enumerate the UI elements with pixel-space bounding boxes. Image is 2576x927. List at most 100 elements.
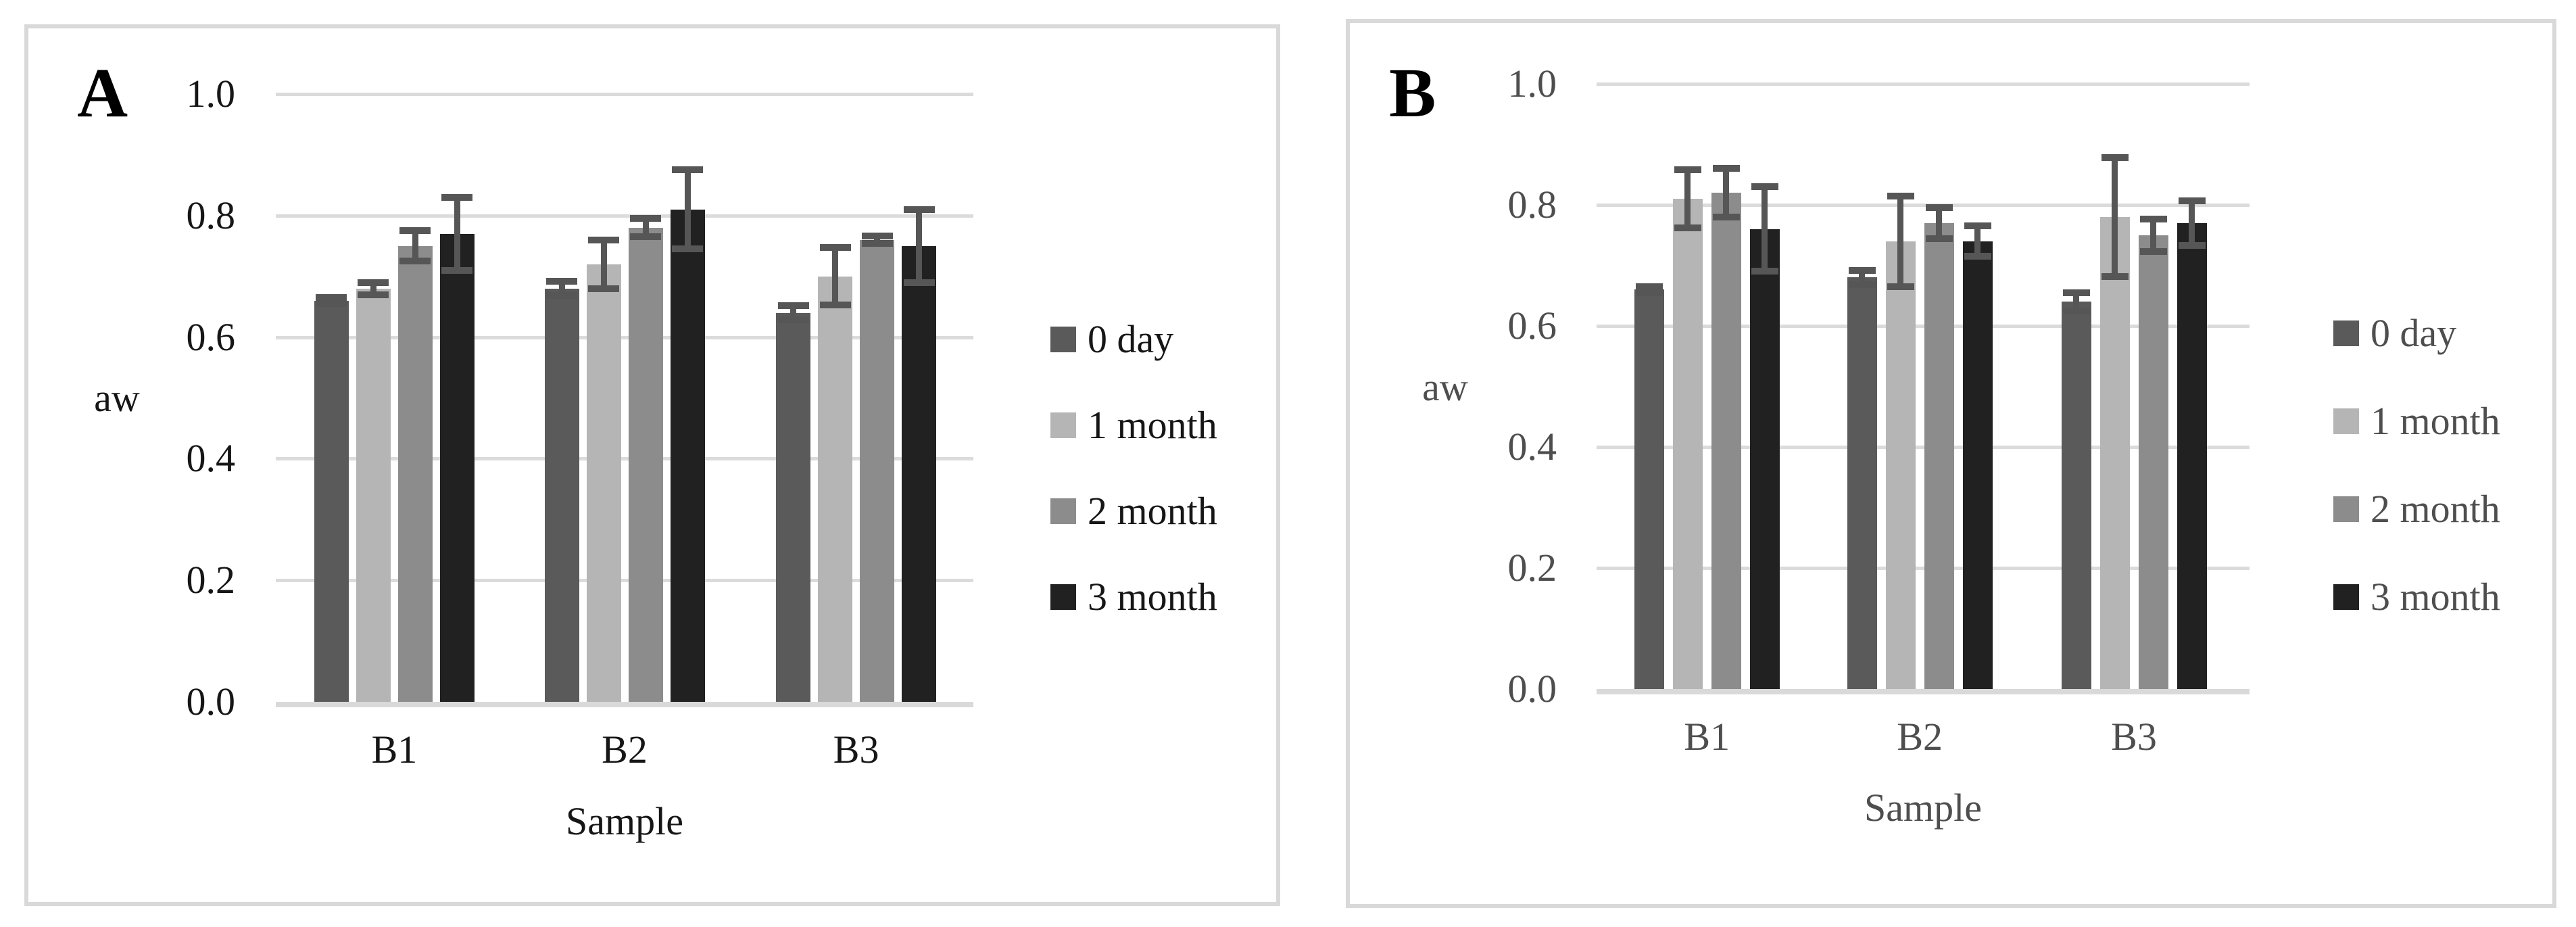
error-bar-cap <box>399 227 431 235</box>
error-bar-cap <box>316 294 347 302</box>
gridline <box>1597 204 2250 207</box>
bar-2-month-b3 <box>2138 235 2168 689</box>
legend-entry: 0 day <box>1050 318 1173 360</box>
y-tick-label: 0.4 <box>1507 425 1557 469</box>
error-bar-cap <box>903 206 935 213</box>
error-bar-cap <box>1887 192 1914 199</box>
bar-3-month-b1 <box>439 233 475 702</box>
legend-entry: 1 month <box>2333 400 2500 442</box>
error-bar-cap <box>2101 154 2129 162</box>
x-axis-title: Sample <box>1864 786 1982 830</box>
panel-a: A aw 1.0 0.8 0.6 0.4 0.2 0.0 B1 B2 B3 Sample 0 d… <box>24 24 1280 906</box>
x-tick-label: B3 <box>833 728 879 771</box>
bar-1-month-b1 <box>1672 199 1703 689</box>
panel-letter-a: A <box>77 54 128 132</box>
gridline <box>1597 567 2250 570</box>
x-tick-label: B1 <box>1684 715 1730 759</box>
error-bar-cap <box>2062 289 2090 296</box>
x-tick-label: B2 <box>1897 715 1943 759</box>
error-bar-cap <box>546 277 577 285</box>
error-bar-cap <box>441 266 473 274</box>
x-tick-label: B3 <box>2111 715 2157 759</box>
bar-1-month-b3 <box>2099 216 2130 689</box>
error-bar-cap <box>1848 266 1876 274</box>
y-axis-title: aw <box>94 376 140 420</box>
error-bar-line <box>1859 270 1866 285</box>
gridline <box>276 579 973 583</box>
error-bar-cap <box>903 279 935 286</box>
bar-0-day-b3 <box>776 312 811 702</box>
x-tick-label: B1 <box>371 728 418 771</box>
bar-0-day-b1 <box>314 300 349 702</box>
gridline <box>1597 82 2250 86</box>
error-bar-line <box>2189 200 2195 245</box>
error-bar-cap <box>630 233 661 241</box>
panel-letter-b: B <box>1389 54 1436 132</box>
legend-label: 0 day <box>1088 317 1174 361</box>
error-bar-cap <box>399 258 431 265</box>
legend: 0 day 1 month 2 month 3 month <box>28 28 1276 902</box>
error-bar-cap <box>441 193 473 201</box>
legend-entry: 1 month <box>1050 404 1217 446</box>
error-bar-line <box>1974 226 1981 257</box>
error-bar-cap <box>358 291 389 298</box>
bar-1-month-b3 <box>818 276 853 702</box>
error-bar-cap <box>358 279 389 286</box>
error-bar-cap <box>861 233 893 240</box>
y-tick-label: 0.4 <box>186 436 236 481</box>
error-bar-cap <box>1964 253 1991 260</box>
legend-swatch <box>2333 320 2359 346</box>
y-tick-label: 0.2 <box>1507 546 1557 590</box>
bar-3-month-b2 <box>670 209 705 702</box>
bar-0-day-b1 <box>1634 289 1664 689</box>
error-bar-line <box>1684 170 1691 228</box>
legend-entry: 3 month <box>1050 576 1217 618</box>
y-tick-label: 0.6 <box>1507 304 1557 348</box>
error-bar-cap <box>819 301 851 308</box>
error-bar-cap <box>1751 268 1778 275</box>
bar-3-month-b3 <box>902 245 937 702</box>
plot-area: 1.0 0.8 0.6 0.4 0.2 0.0 B1 B2 B3 <box>28 28 1276 902</box>
gridline <box>276 93 973 96</box>
legend-label: 0 day <box>2371 311 2457 355</box>
legend-label: 1 month <box>1088 403 1217 447</box>
error-bar-cap <box>1887 283 1914 290</box>
error-bar-cap <box>2139 247 2167 255</box>
bar-0-day-b2 <box>1847 277 1877 689</box>
gridline <box>1597 325 2250 328</box>
error-bar-line <box>832 247 839 305</box>
y-axis-title: aw <box>1422 365 1468 409</box>
error-bar-line <box>558 281 565 296</box>
gridline <box>276 214 973 218</box>
panel-b: B aw 1.0 0.8 0.6 0.4 0.2 0.0 B1 B2 B3 Sample 0 d… <box>1346 19 2556 908</box>
legend-entry: 0 day <box>2333 312 2456 354</box>
legend-swatch <box>1050 584 1076 610</box>
error-bar-line <box>2150 218 2157 252</box>
error-bar-cap <box>1712 213 1740 220</box>
error-bar-cap <box>672 166 703 174</box>
error-bar-cap <box>1925 235 1953 243</box>
bar-1-month-b2 <box>1885 241 1916 689</box>
gridline <box>276 335 973 339</box>
error-bar-line <box>684 170 691 249</box>
legend-swatch <box>2333 408 2359 434</box>
bar-3-month-b1 <box>1749 229 1780 689</box>
error-bar-cap <box>861 240 893 247</box>
bar-2-month-b2 <box>1924 222 1954 689</box>
error-bar-cap <box>2101 272 2129 280</box>
bar-1-month-b2 <box>586 264 621 702</box>
error-bar-cap <box>1751 183 1778 191</box>
legend-label: 3 month <box>2371 575 2500 619</box>
error-bar-cap <box>316 300 347 308</box>
error-bar-cap <box>672 245 703 253</box>
error-bar-cap <box>1674 224 1701 231</box>
error-bar-line <box>1936 207 1943 239</box>
y-tick-label: 1.0 <box>186 72 236 116</box>
bar-2-month-b3 <box>860 239 895 702</box>
legend: 0 day 1 month 2 month 3 month <box>1350 23 2552 904</box>
error-bar-cap <box>1635 289 1663 296</box>
bar-3-month-b2 <box>1962 241 1993 689</box>
error-bar-cap <box>588 285 619 292</box>
error-bar-line <box>1761 187 1768 272</box>
